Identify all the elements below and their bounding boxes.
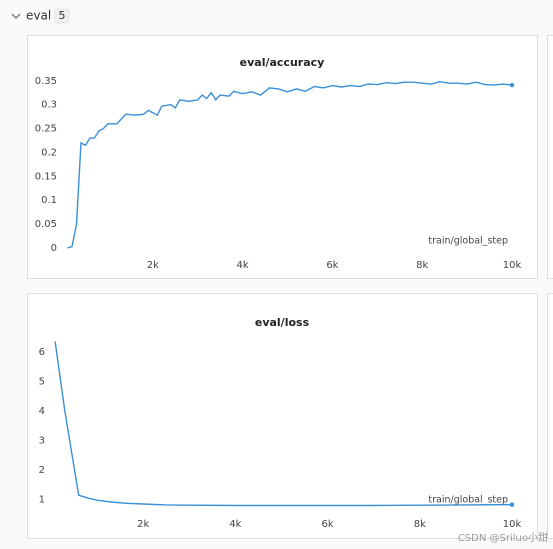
panel [547,35,553,279]
y-tick-label: 0.25 [35,124,57,135]
y-tick-label: 3 [39,435,45,446]
line [67,80,513,249]
y-tick-label: 0.15 [35,171,57,182]
y-tick-label: 5 [39,376,45,387]
x-axis-label: train/global_step [428,236,508,247]
y-tick-label: 0 [51,243,57,254]
section-count: 5 [59,9,66,22]
x-tick-label: 10k [503,519,522,530]
y-tick-label: 4 [39,406,45,417]
panel[interactable] [27,35,538,279]
y-tick-label: 6 [39,347,45,358]
end-point [509,82,515,88]
y-tick-label: 0.1 [41,195,57,206]
x-tick-label: 4k [237,260,249,271]
x-axis-label: train/global_step [428,495,508,506]
x-tick-label: 6k [322,519,334,530]
x-tick-label: 8k [416,260,428,271]
x-tick-label: 2k [147,260,159,271]
panel [547,293,553,539]
chart-title: eval/loss [255,316,310,329]
section-title[interactable]: eval [26,9,51,23]
y-tick-label: 0.3 [41,100,57,111]
y-tick-label: 0.2 [41,147,57,158]
watermark: CSDN @Sriluo小甜 [458,531,548,544]
panel[interactable] [27,293,538,539]
x-tick-label: 6k [326,260,338,271]
x-tick-label: 2k [137,519,149,530]
y-tick-label: 1 [39,495,45,506]
chart-title: eval/accuracy [240,56,325,69]
end-point [509,502,515,507]
y-tick-label: 0.35 [35,76,57,87]
line [54,341,513,507]
y-tick-label: 2 [39,465,45,476]
y-tick-label: 0.05 [35,219,57,230]
x-tick-label: 4k [229,519,241,530]
collapse-chevron[interactable] [11,13,21,19]
x-tick-label: 10k [503,260,522,271]
count-badge [54,8,70,24]
x-tick-label: 8k [414,519,426,530]
